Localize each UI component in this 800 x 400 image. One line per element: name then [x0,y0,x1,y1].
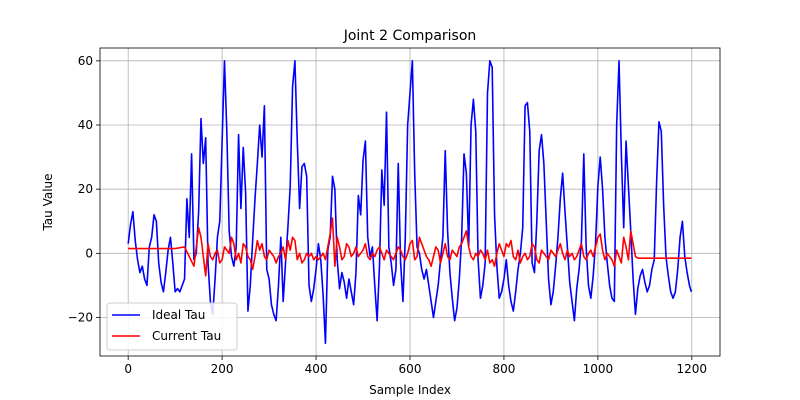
series-line-ideal-tau [127,60,693,344]
chart-title: Joint 2 Comparison [343,28,477,44]
y-tick-label: 0 [85,246,93,260]
series-layer [127,60,693,344]
x-ticks: 0 200 400 600 800 1000 1200 [124,356,707,376]
x-tick-label: 600 [399,362,422,376]
y-axis-label: Tau Value [41,173,55,231]
y-tick-label: 20 [78,182,93,196]
y-tick-label: 40 [78,118,93,132]
x-tick-label: 1200 [677,362,708,376]
legend-label-ideal-tau: Ideal Tau [152,308,205,322]
y-tick-label: 60 [78,54,93,68]
x-tick-label: 200 [211,362,234,376]
x-tick-label: 1000 [583,362,614,376]
y-ticks: −20 0 20 40 60 [68,54,100,325]
x-axis-label: Sample Index [369,383,451,397]
y-tick-label: −20 [68,311,93,325]
x-tick-label: 0 [124,362,132,376]
x-tick-label: 800 [492,362,515,376]
legend-label-current-tau: Current Tau [152,329,221,343]
series-line-current-tau [128,217,692,277]
legend: Ideal Tau Current Tau [106,302,238,351]
x-tick-label: 400 [305,362,328,376]
